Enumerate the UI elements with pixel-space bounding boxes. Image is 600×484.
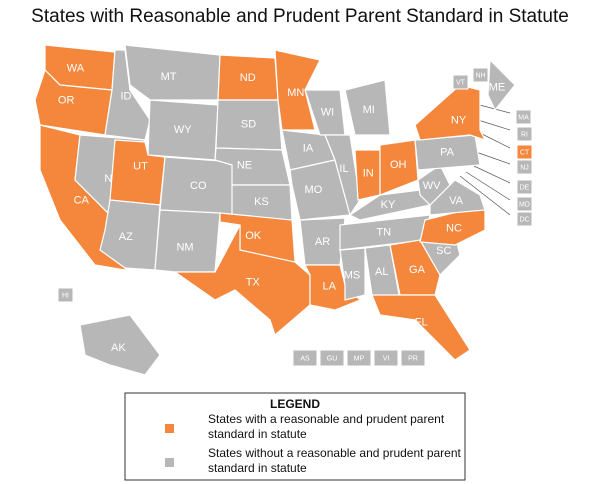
state-label: CA <box>74 195 90 207</box>
leader <box>459 175 511 216</box>
state <box>124 44 221 101</box>
legend-title: LEGEND <box>270 397 320 411</box>
state-label: SC <box>436 245 451 257</box>
state-label: NM <box>176 241 193 253</box>
state-label: NJ <box>520 164 529 171</box>
state-label: VT <box>456 79 466 86</box>
territory-box <box>373 349 399 367</box>
state-label: SD <box>241 118 256 130</box>
territory-box <box>346 349 372 367</box>
state-label: FL <box>415 316 428 328</box>
state-label: RI <box>521 131 528 138</box>
leader <box>477 119 511 131</box>
legend-label: States with a reasonable and prudent par… <box>208 412 445 441</box>
state <box>104 49 151 141</box>
territory-label: VI <box>383 355 390 362</box>
state-box <box>472 67 489 83</box>
state <box>487 58 516 112</box>
territory-label: MP <box>354 355 365 362</box>
state-label: MA <box>518 114 529 121</box>
state-label: NC <box>446 222 462 234</box>
state <box>339 247 366 301</box>
state-box <box>516 144 533 160</box>
state <box>429 179 486 216</box>
state-box <box>516 211 533 227</box>
state-label: MN <box>287 87 304 99</box>
legend-swatch <box>165 458 174 467</box>
state-label: TN <box>376 226 391 238</box>
state-box <box>516 179 533 195</box>
state-label: WY <box>174 124 192 136</box>
state-label: OR <box>58 95 75 107</box>
state-label: CT <box>520 149 530 156</box>
state-box <box>516 126 533 142</box>
map-title: States with Reasonable and Prudent Paren… <box>31 6 569 27</box>
leader <box>475 151 511 165</box>
state-label: AZ <box>119 231 133 243</box>
territory-box <box>319 349 345 367</box>
state-label: OK <box>245 230 262 242</box>
state-label: DE <box>520 184 530 191</box>
state-label: AL <box>375 266 388 278</box>
state <box>274 49 321 131</box>
state-label: PA <box>440 146 455 158</box>
state-label: ME <box>489 81 506 93</box>
state <box>173 224 311 337</box>
legend-label: States without a reasonable and prudent … <box>208 446 462 475</box>
territory-label: GU <box>327 355 338 362</box>
state-label: HI <box>62 292 69 299</box>
leader <box>473 165 511 184</box>
state-label: MT <box>161 71 177 83</box>
state-label: GA <box>409 264 426 276</box>
state-box <box>516 196 533 212</box>
states: WAORCAIDNVMTWYUTAZCONMNDSDNEKSOKTXMNIAMO… <box>34 44 533 376</box>
territory-box <box>400 349 426 367</box>
state-label: AR <box>315 236 330 248</box>
state-label: IN <box>363 168 374 180</box>
state <box>414 84 487 142</box>
state-box <box>57 287 74 303</box>
state <box>371 294 471 361</box>
state-label: NH <box>475 72 485 79</box>
state-box <box>515 109 532 125</box>
state-box <box>452 74 469 90</box>
state-label: OH <box>390 159 407 171</box>
state-box <box>516 159 533 175</box>
leader <box>465 171 511 201</box>
state-label: IL <box>339 163 348 175</box>
state <box>344 79 391 136</box>
state-label: WI <box>321 106 334 118</box>
state-label: MO <box>305 184 323 196</box>
territory-box <box>292 349 318 367</box>
state-label: CO <box>190 180 207 192</box>
territory-label: PR <box>408 355 418 362</box>
state-label: NY <box>451 115 467 127</box>
state-label: WA <box>67 62 85 74</box>
state-label: MD <box>519 201 530 208</box>
state-label: ND <box>240 72 256 84</box>
state-label: DC <box>519 216 529 223</box>
state-label: ID <box>121 90 132 102</box>
state-label: WV <box>423 180 441 192</box>
territory-label: AS <box>300 355 310 362</box>
state-label: IA <box>303 143 314 155</box>
state-label: TX <box>246 276 261 288</box>
state-label: MI <box>363 104 375 116</box>
state <box>289 159 351 221</box>
leader <box>475 103 511 114</box>
state-label: VA <box>449 195 464 207</box>
state-label: UT <box>133 160 148 172</box>
state-label: MS <box>344 270 361 282</box>
state-label: KY <box>381 199 396 211</box>
state <box>324 134 361 217</box>
state-label: LA <box>323 280 337 292</box>
legend-swatch <box>165 424 174 433</box>
state-label: KS <box>254 196 269 208</box>
state-label: NE <box>237 159 252 171</box>
state-label: AK <box>111 342 126 354</box>
state <box>79 314 161 376</box>
legend-box <box>124 392 466 481</box>
